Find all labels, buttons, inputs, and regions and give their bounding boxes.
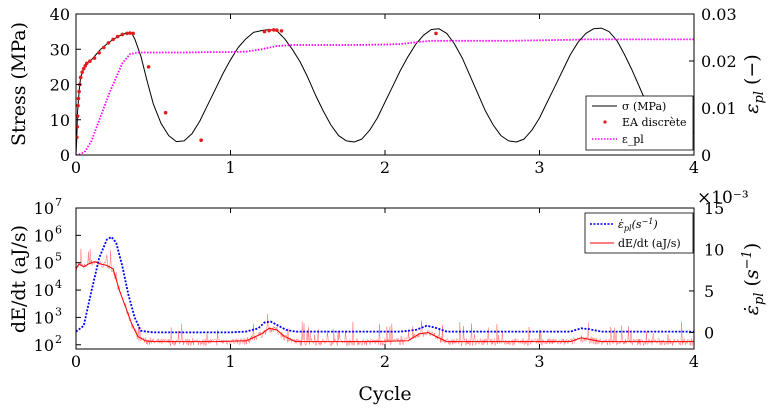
top-ytick-label: 0 xyxy=(60,146,70,165)
strain-rate-line xyxy=(76,235,694,334)
bottom-y2tick-label: 15 xyxy=(704,199,724,218)
ea-marker xyxy=(262,29,267,34)
top-ytick-label: 30 xyxy=(50,40,70,59)
top-xtick-label: 2 xyxy=(380,158,390,177)
ea-marker xyxy=(128,31,132,35)
ea-marker xyxy=(275,28,279,33)
legend-stress-label: σ (MPa) xyxy=(622,100,666,113)
ea-marker xyxy=(85,61,89,66)
legend-strain-label: ε_pl xyxy=(622,133,644,146)
bottom-xtick-label: 0 xyxy=(71,352,81,371)
bottom-ylabel: dE/dt (aJ/s) xyxy=(8,225,30,333)
ea-marker xyxy=(271,28,276,32)
bottom-y2tick-label: 10 xyxy=(704,240,724,259)
ea-marker xyxy=(120,32,125,37)
stress-line xyxy=(76,27,694,155)
ea-marker xyxy=(80,70,84,74)
top-xtick-label: 4 xyxy=(689,158,699,177)
bottom-ytick-label: 10 xyxy=(34,226,54,245)
legend-rate-label: ε̇pl(s−1) xyxy=(618,217,658,233)
ea-marker xyxy=(267,28,271,33)
bottom-xlabel: Cycle xyxy=(358,383,411,405)
ea-marker xyxy=(102,45,106,50)
bottom-xtick-label: 1 xyxy=(225,352,235,371)
bottom-y2-multiplier: ×10⁻³ xyxy=(697,188,749,208)
top-y2label: εpl (−) xyxy=(741,54,767,113)
bottom-xtick-label: 3 xyxy=(534,352,544,371)
ea-marker xyxy=(76,125,80,129)
ea-marker xyxy=(76,103,80,108)
top-ytick-label: 40 xyxy=(50,5,70,24)
bottom-ytick-exponent: 7 xyxy=(55,196,62,209)
ea-marker xyxy=(199,138,203,142)
bottom-ytick-label: 10 xyxy=(34,281,54,300)
ea-marker xyxy=(125,31,129,36)
strain-line xyxy=(76,38,694,155)
top-xtick-label: 3 xyxy=(534,158,544,177)
bottom-ytick-exponent: 2 xyxy=(55,333,62,346)
top-legend: σ (MPa) EA discrète ε_pl xyxy=(585,95,694,151)
ea-marker xyxy=(115,34,120,39)
ea-marker xyxy=(88,59,92,64)
ea-marker xyxy=(279,29,284,33)
ea-marker xyxy=(76,114,80,119)
top-y2tick-label: 0.01 xyxy=(701,99,737,118)
bottom-y2label: ε̇pl (s−1) xyxy=(740,243,767,316)
ea-marker xyxy=(97,50,101,55)
top-y2tick-label: 0.03 xyxy=(701,5,737,24)
bottom-ytick-exponent: 6 xyxy=(55,223,62,236)
legend-energy-label: dE/dt (aJ/s) xyxy=(618,237,681,250)
ea-marker xyxy=(76,135,79,140)
bottom-legend: ε̇pl(s−1) dE/dt (aJ/s) xyxy=(584,212,694,254)
top-xtick-label: 1 xyxy=(225,158,235,177)
top-xtick-label: 0 xyxy=(71,158,81,177)
ea-marker xyxy=(434,31,438,36)
ea-marker xyxy=(77,89,81,94)
top-ytick-label: 20 xyxy=(50,76,70,95)
energy-noise-line xyxy=(76,248,694,347)
legend-ea-label: EA discrète xyxy=(622,116,687,129)
ea-marker xyxy=(131,31,135,36)
bottom-ytick-label: 10 xyxy=(34,199,54,218)
bottom-ytick-label: 10 xyxy=(34,254,54,273)
ea-marker xyxy=(78,75,83,80)
top-y2tick-label: 0.02 xyxy=(701,52,737,71)
bottom-ytick-label: 10 xyxy=(34,308,54,327)
legend-ea-marker xyxy=(603,120,607,124)
ea-marker xyxy=(146,65,151,69)
ea-marker xyxy=(106,41,111,45)
bottom-legend-box xyxy=(584,212,694,254)
bottom-ytick-exponent: 5 xyxy=(55,251,62,264)
ea-marker xyxy=(81,66,86,71)
bottom-y2tick-label: 0 xyxy=(704,323,714,342)
bottom-ytick-exponent: 4 xyxy=(55,278,62,291)
top-y2tick-label: 0 xyxy=(701,146,711,165)
ea-marker xyxy=(163,110,168,115)
bottom-xtick-label: 2 xyxy=(380,352,390,371)
top-ytick-label: 10 xyxy=(50,111,70,130)
ea-marker xyxy=(92,56,97,60)
ea-marker xyxy=(76,96,81,101)
bottom-ytick-label: 10 xyxy=(34,336,54,355)
bottom-y2tick-label: 5 xyxy=(704,282,714,301)
top-ylabel: Stress (MPa) xyxy=(8,22,30,146)
bottom-xtick-label: 4 xyxy=(689,352,699,371)
ea-marker xyxy=(111,37,115,42)
bottom-ytick-exponent: 3 xyxy=(55,305,62,318)
energy-line xyxy=(76,261,694,343)
